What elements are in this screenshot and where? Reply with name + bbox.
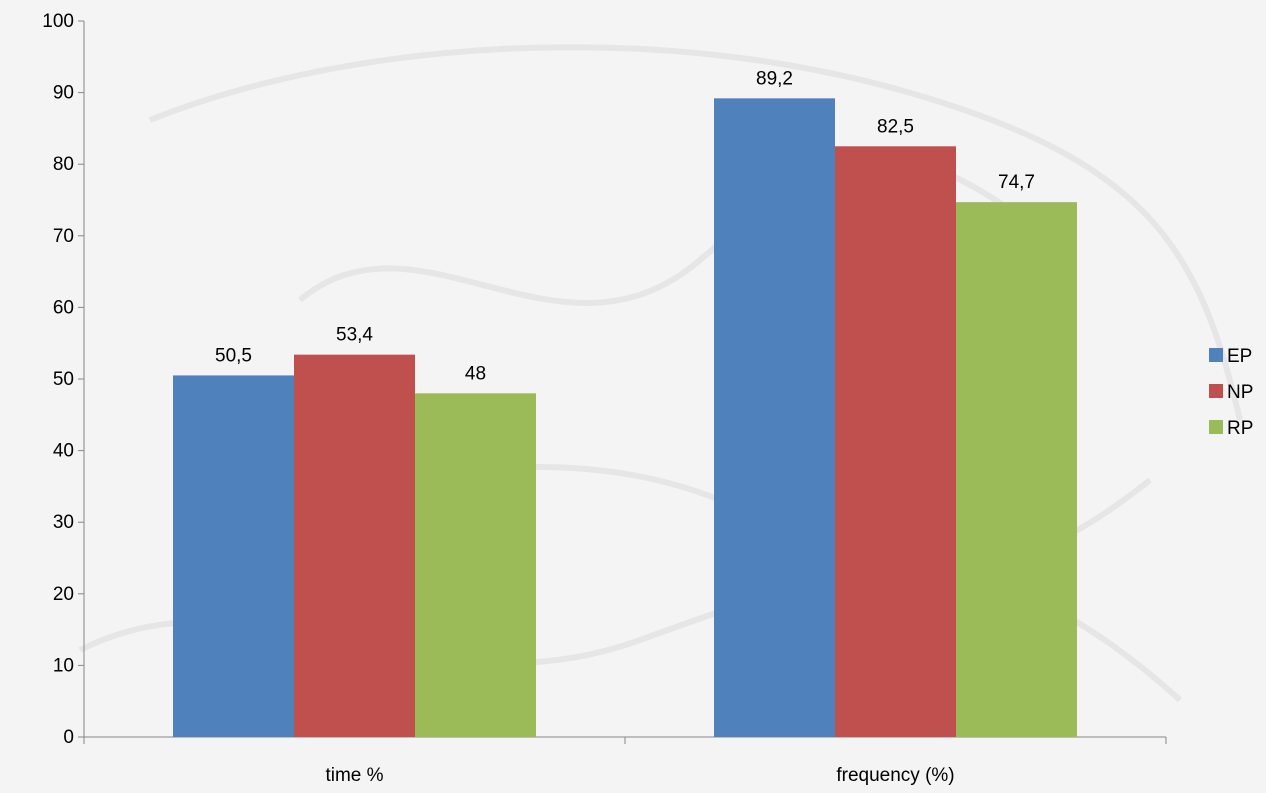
- y-tick-label: 40: [53, 441, 74, 462]
- legend-swatch-ep: [1209, 348, 1223, 362]
- data-label: 89,2: [756, 68, 793, 89]
- y-axis: 0 10 20 30 40 50 60 70 80 90 100: [42, 11, 85, 748]
- y-tick-label: 30: [53, 512, 74, 533]
- x-category-label: frequency (%): [836, 765, 954, 786]
- x-category-label: time %: [325, 765, 383, 786]
- background-swirl: [148, 44, 1243, 421]
- legend-swatch-rp: [1209, 420, 1223, 434]
- legend: EP NP RP: [1209, 346, 1253, 439]
- data-label: 53,4: [336, 325, 373, 346]
- y-tick-label: 80: [53, 154, 74, 175]
- y-tick-label: 100: [42, 11, 74, 32]
- bar-np-1: [835, 146, 956, 738]
- y-tick-label: 10: [53, 655, 74, 676]
- legend-label: NP: [1227, 382, 1253, 403]
- data-labels-group: 50,5 89,2 53,4 82,5 48 74,7: [215, 68, 1035, 384]
- x-axis: time % frequency (%): [83, 736, 1167, 786]
- y-tick-label: 50: [53, 369, 74, 390]
- bar-ep-0: [173, 375, 294, 737]
- bar-rp-0: [415, 393, 536, 737]
- legend-label: EP: [1227, 346, 1252, 367]
- y-tick-label: 60: [53, 297, 74, 318]
- bar-np-0: [294, 354, 415, 737]
- bars-group: [173, 98, 1077, 738]
- data-label: 74,7: [998, 172, 1035, 193]
- bar-rp-1: [956, 202, 1077, 737]
- legend-label: RP: [1227, 418, 1253, 439]
- data-label: 48: [465, 363, 486, 384]
- data-label: 82,5: [877, 116, 914, 137]
- bar-ep-1: [714, 98, 835, 737]
- y-tick-label: 90: [53, 83, 74, 104]
- y-tick-label: 70: [53, 226, 74, 247]
- legend-swatch-np: [1209, 384, 1223, 398]
- data-label: 50,5: [215, 345, 252, 366]
- y-tick-label: 0: [63, 727, 74, 748]
- y-tick-label: 20: [53, 584, 74, 605]
